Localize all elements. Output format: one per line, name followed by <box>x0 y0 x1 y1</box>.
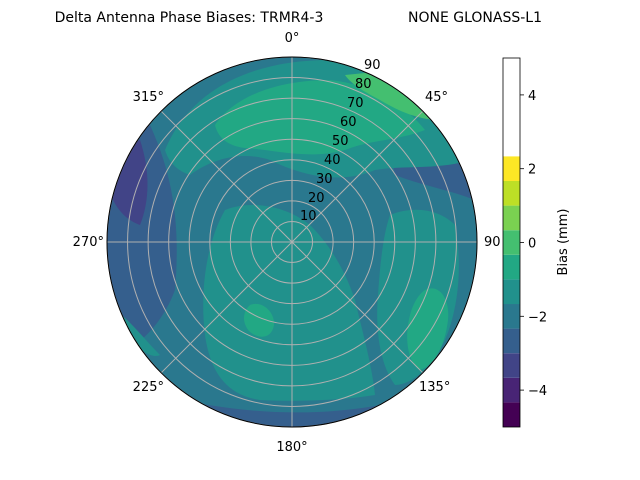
azimuth-spoke-315 <box>160 110 293 243</box>
colorbar-band <box>503 377 520 403</box>
colorbar-tick-label: 0 <box>528 237 536 252</box>
azimuth-tick-0: 0° <box>285 31 300 46</box>
radial-tick-60: 60 <box>340 115 357 130</box>
chart-title: Delta Antenna Phase Biases: TRMR4-3 <box>55 10 324 26</box>
radial-tick-labels: 10 20 30 40 50 60 70 80 90 <box>300 58 381 224</box>
azimuth-tick-315: 315° <box>133 90 164 105</box>
radial-tick-30: 30 <box>316 172 333 187</box>
radial-tick-20: 20 <box>308 191 325 206</box>
colorbar-bands <box>503 156 520 427</box>
colorbar-band <box>503 304 520 329</box>
radial-tick-70: 70 <box>347 96 364 111</box>
radial-tick-80: 80 <box>355 77 372 92</box>
contour-north-east-high <box>345 72 440 120</box>
contour-west-edge-positive <box>115 310 160 356</box>
colorbar-band <box>503 279 520 305</box>
azimuth-tick-labels: 0° 45° 90 135° 180° 225° 270° 315° <box>73 31 501 455</box>
plot-outer-boundary <box>106 56 478 428</box>
colorbar-band <box>503 353 520 378</box>
colorbar-tick-label: −4 <box>528 384 547 399</box>
colorbar-tick-label: −2 <box>528 310 547 325</box>
azimuth-tick-135: 135° <box>419 380 450 395</box>
colorbar-band <box>503 230 520 255</box>
radial-tick-40: 40 <box>324 153 341 168</box>
colorbar-tick-label: 4 <box>528 89 536 104</box>
colorbar-tick-label: 2 <box>528 163 536 178</box>
radial-tick-10: 10 <box>300 209 317 224</box>
azimuth-spoke-45 <box>291 110 424 243</box>
azimuth-spoke-135 <box>291 241 424 374</box>
radial-tick-90: 90 <box>364 58 381 73</box>
colorbar: −4 −2 0 2 4 Bias (mm) <box>502 57 571 428</box>
colorbar-band <box>503 402 520 427</box>
azimuth-spoke-225 <box>160 241 293 374</box>
azimuth-tick-90: 90 <box>484 235 501 250</box>
colorbar-band <box>503 254 520 280</box>
azimuth-tick-180: 180° <box>276 440 307 455</box>
chart-subtitle: NONE GLONASS-L1 <box>408 10 542 26</box>
azimuth-tick-45: 45° <box>425 90 448 105</box>
azimuth-tick-225: 225° <box>133 380 164 395</box>
contour-southwest-positive <box>203 205 375 401</box>
colorbar-ticks: −4 −2 0 2 4 <box>520 89 547 399</box>
colorbar-band <box>503 156 520 181</box>
contour-south-band-negative <box>160 395 386 427</box>
colorbar-band <box>503 328 520 354</box>
radial-tick-50: 50 <box>332 134 349 149</box>
azimuth-tick-270: 270° <box>73 235 104 250</box>
contour-south-east-high <box>407 288 449 370</box>
azimuth-grid <box>107 57 477 427</box>
colorbar-band <box>503 180 520 206</box>
colorbar-band <box>503 205 520 231</box>
contour-southwest-high-spot <box>244 303 275 337</box>
colorbar-label: Bias (mm) <box>556 209 571 276</box>
